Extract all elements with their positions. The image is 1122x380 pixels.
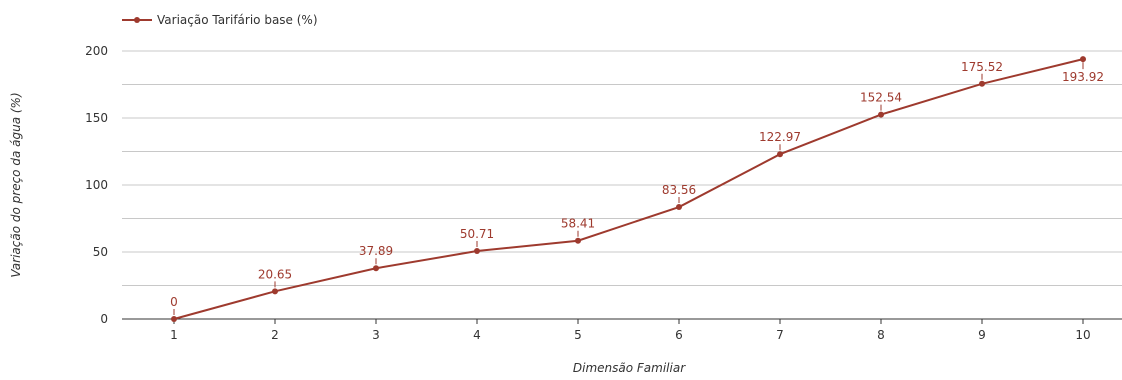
data-point bbox=[777, 151, 783, 158]
data-label: 58.41 bbox=[561, 217, 595, 231]
data-label: 193.92 bbox=[1062, 70, 1104, 84]
data-point bbox=[979, 80, 985, 87]
data-point bbox=[575, 237, 581, 244]
x-axis-title: Dimensão Familiar bbox=[573, 361, 686, 375]
x-tick-label: 8 bbox=[877, 328, 885, 342]
y-tick-label: 50 bbox=[93, 245, 108, 259]
series-line bbox=[173, 58, 1084, 320]
data-label: 83.56 bbox=[662, 183, 696, 197]
data-label: 20.65 bbox=[258, 267, 292, 281]
y-tick-label: 200 bbox=[85, 44, 108, 58]
y-tick-label: 100 bbox=[85, 178, 108, 192]
data-point bbox=[676, 204, 682, 211]
y-tick-label: 0 bbox=[100, 312, 108, 326]
x-tick-label: 7 bbox=[776, 328, 784, 342]
data-point bbox=[878, 111, 884, 118]
data-label: 175.52 bbox=[961, 60, 1003, 74]
legend-entry-label: Variação Tarifário base (%) bbox=[157, 13, 318, 27]
x-tick-label: 2 bbox=[271, 328, 279, 342]
x-tick-label: 10 bbox=[1075, 328, 1090, 342]
y-tick-label: 150 bbox=[85, 111, 108, 125]
x-tick-label: 9 bbox=[978, 328, 986, 342]
data-label: 0 bbox=[170, 295, 178, 309]
x-tick-label: 5 bbox=[574, 328, 582, 342]
legend-marker-swatch bbox=[134, 17, 140, 23]
data-label: 37.89 bbox=[359, 244, 393, 258]
axes: 0 50 100 150 200 1 2 3 4 5 6 7 8 9 10 bbox=[85, 44, 1122, 342]
gridlines bbox=[122, 50, 1122, 286]
data-point bbox=[171, 316, 177, 322]
x-tick-label: 3 bbox=[372, 328, 380, 342]
x-tick-label: 1 bbox=[170, 328, 178, 342]
data-labels: 0 20.65 37.89 50.71 58.41 83.56 122.97 152.54 17… bbox=[170, 60, 1104, 315]
data-label: 152.54 bbox=[860, 91, 902, 105]
x-tick-label: 6 bbox=[675, 328, 683, 342]
y-axis-title: Variação do preço da água (%) bbox=[9, 92, 23, 277]
data-label: 50.71 bbox=[460, 227, 494, 241]
data-point bbox=[272, 288, 278, 295]
data-point bbox=[1080, 56, 1086, 63]
data-point bbox=[373, 265, 379, 272]
series-layer bbox=[171, 56, 1086, 322]
x-tick-label: 4 bbox=[473, 328, 481, 342]
legend: Variação Tarifário base (%) bbox=[122, 13, 318, 27]
data-label: 122.97 bbox=[759, 130, 801, 144]
data-point bbox=[474, 248, 480, 255]
